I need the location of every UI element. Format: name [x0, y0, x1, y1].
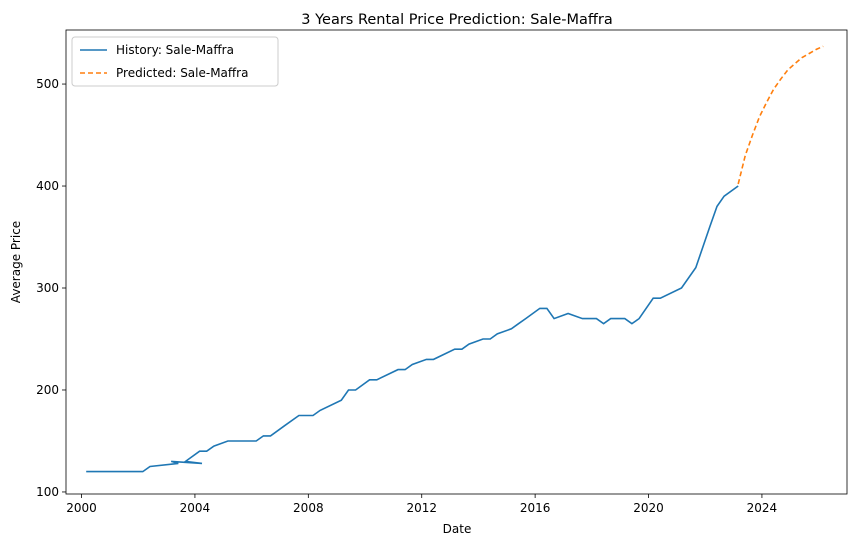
history-line	[86, 185, 739, 473]
y-tick-label: 500	[36, 77, 59, 91]
y-axis-ticks: 100 200 300 400 500	[36, 77, 66, 499]
legend-box	[71, 36, 279, 87]
x-tick-label: 2020	[633, 501, 664, 515]
series-layer	[86, 45, 824, 473]
chart-title: 3 Years Rental Price Prediction: Sale-Ma…	[301, 12, 612, 28]
legend-predicted-label: Predicted: Sale-Maffra	[116, 66, 248, 80]
x-tick-label: 2012	[406, 501, 437, 515]
y-tick-label: 100	[36, 485, 59, 499]
predicted-line	[737, 45, 824, 185]
y-tick-label: 200	[36, 383, 59, 397]
y-tick-label: 300	[36, 281, 59, 295]
x-axis-label: Date	[443, 522, 472, 536]
x-tick-label: 2000	[66, 501, 97, 515]
x-tick-label: 2016	[520, 501, 551, 515]
x-tick-label: 2008	[293, 501, 324, 515]
legend: History: Sale-Maffra Predicted: Sale-Maf…	[71, 36, 279, 87]
x-tick-label: 2004	[180, 501, 211, 515]
y-axis-label: Average Price	[9, 221, 23, 303]
y-tick-label: 400	[36, 179, 59, 193]
plot-frame	[65, 29, 848, 495]
x-axis-ticks: 2000 2004 2008 2012 2016 2020 2024	[66, 494, 777, 515]
x-tick-label: 2024	[747, 501, 778, 515]
plot-area	[66, 30, 847, 494]
legend-history-label: History: Sale-Maffra	[116, 43, 234, 57]
